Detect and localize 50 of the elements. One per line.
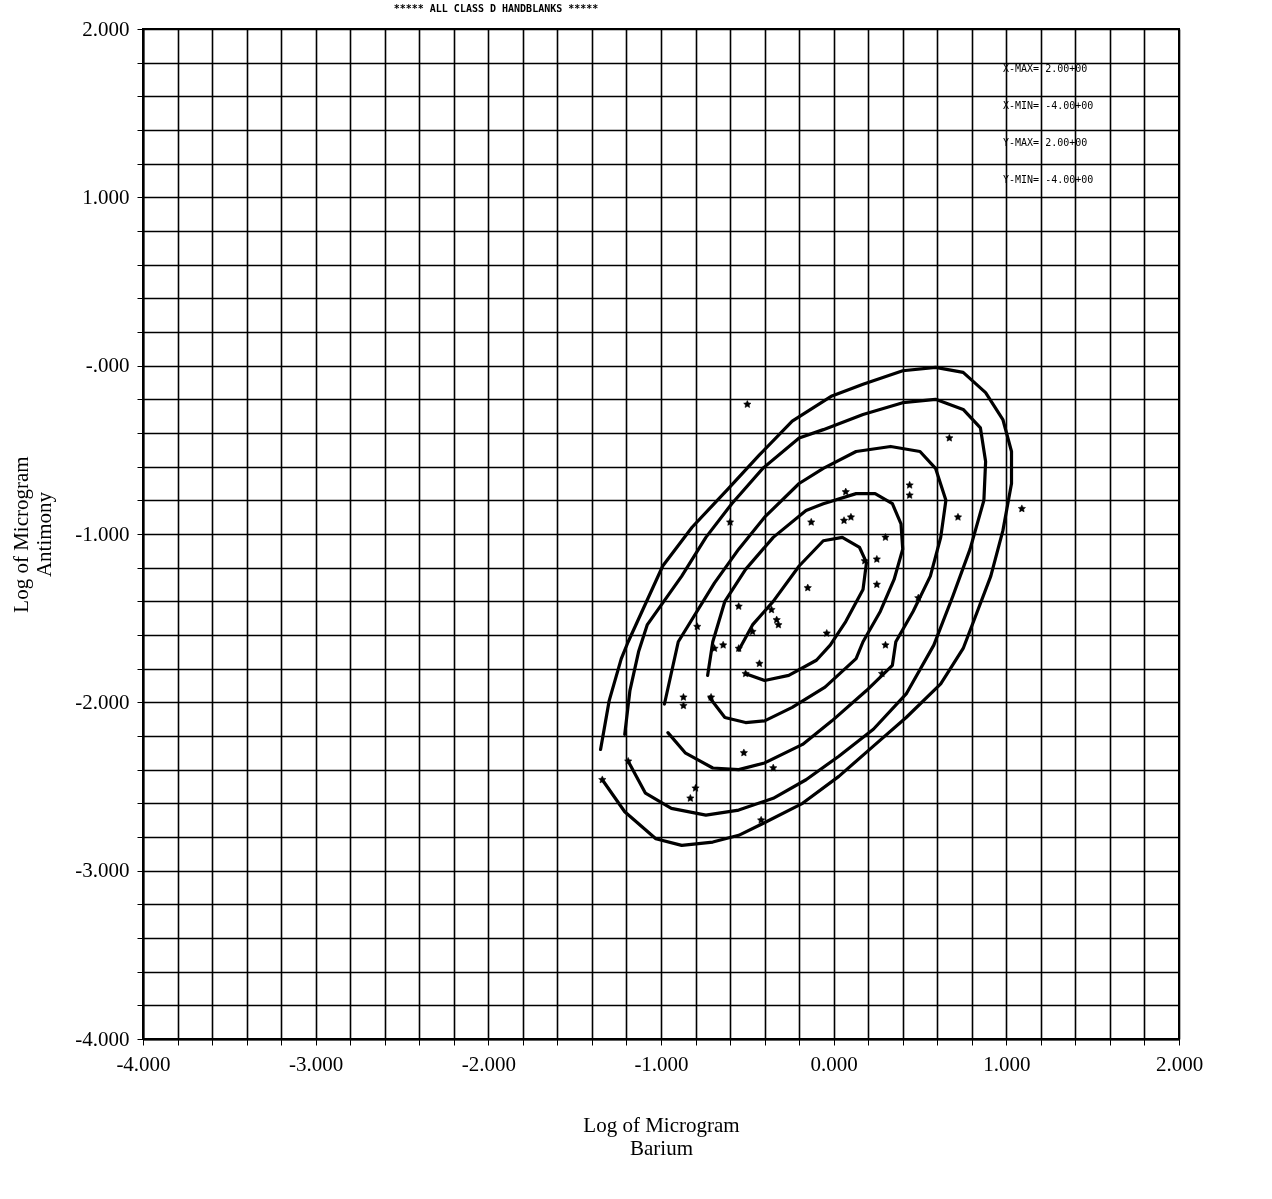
point (748, 627, 757, 636)
point (807, 518, 816, 526)
point (881, 640, 890, 649)
x-tick-label: 1.000 (983, 1051, 1031, 1076)
point (822, 629, 831, 637)
point (743, 400, 752, 408)
point (881, 533, 890, 541)
point (693, 622, 702, 630)
point (954, 513, 962, 521)
y-tick-label: -1.000 (75, 521, 130, 546)
x-tick-label: -1.000 (634, 1051, 689, 1076)
point (624, 757, 633, 765)
y-tick-label: -2.000 (75, 689, 130, 714)
point (757, 816, 766, 824)
point (679, 701, 688, 710)
y-tick-label: -.000 (85, 353, 130, 378)
point (719, 640, 728, 649)
y-tick-label: 1.000 (82, 184, 130, 209)
point (872, 580, 881, 588)
y-tick-label: -3.000 (75, 858, 130, 883)
point (905, 491, 914, 499)
point (679, 693, 688, 701)
x-tick-label: -4.000 (116, 1051, 171, 1076)
y-tick-label: -4.000 (75, 1026, 130, 1051)
x-axis-title: Log of Microgram Barium (583, 1112, 740, 1160)
point (739, 748, 748, 757)
chart-title: ***** ALL CLASS D HANDBLANKS ***** (393, 3, 599, 14)
point (872, 555, 881, 563)
point (803, 583, 812, 592)
x-tick-label: 0.000 (810, 1051, 858, 1076)
point (691, 784, 700, 792)
x-tick-label: 2.000 (1155, 1051, 1204, 1076)
point (945, 433, 954, 442)
point (767, 605, 776, 614)
point (755, 659, 764, 667)
point (710, 644, 719, 652)
point (686, 794, 695, 802)
x-tick-label: -3.000 (289, 1051, 344, 1076)
point (847, 513, 855, 521)
y-axis-title: Log of Microgram Antimony (9, 456, 57, 613)
point (774, 620, 783, 629)
y-tick-label: 2.000 (82, 16, 130, 41)
point (726, 518, 734, 526)
point (769, 763, 778, 772)
x-tick-label: -2.000 (461, 1051, 516, 1076)
point (734, 602, 743, 610)
point (1017, 504, 1026, 513)
point (905, 481, 914, 489)
point (841, 487, 850, 496)
point (840, 516, 848, 524)
